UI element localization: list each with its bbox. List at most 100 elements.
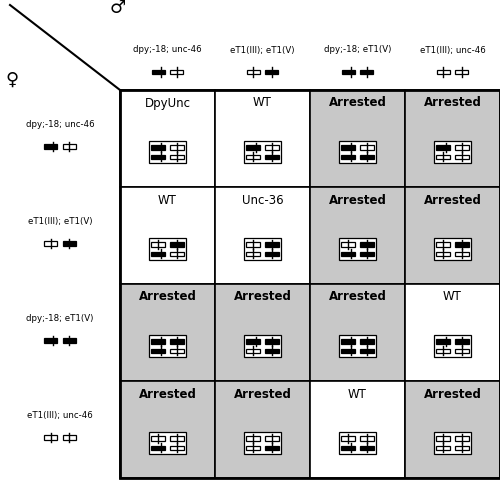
Text: WT: WT — [158, 193, 177, 206]
Bar — [63, 144, 76, 148]
Bar — [246, 145, 260, 150]
Bar — [341, 242, 354, 247]
Bar — [215, 284, 310, 381]
Bar — [456, 339, 469, 344]
Bar — [266, 349, 279, 353]
Bar — [170, 436, 184, 441]
Bar — [44, 144, 57, 148]
Bar — [310, 187, 405, 284]
Text: Arrested: Arrested — [424, 96, 482, 109]
Bar — [436, 446, 450, 450]
Bar — [170, 349, 184, 353]
Bar — [360, 436, 374, 441]
Bar — [456, 349, 469, 353]
Bar — [151, 242, 164, 247]
Bar — [149, 335, 186, 357]
Text: eT1(III); eT1(V): eT1(III); eT1(V) — [28, 217, 92, 226]
Text: Arrested: Arrested — [234, 387, 292, 400]
Bar — [436, 242, 450, 247]
Bar — [436, 349, 450, 353]
Bar — [339, 238, 376, 260]
Bar — [456, 252, 469, 256]
Text: ♂: ♂ — [110, 0, 126, 17]
Bar — [310, 381, 405, 478]
Bar — [456, 145, 469, 150]
Bar — [405, 284, 500, 381]
Bar — [120, 187, 215, 284]
Bar — [246, 252, 260, 256]
Bar — [456, 242, 469, 247]
Bar — [341, 155, 354, 159]
Text: Unc-36: Unc-36 — [242, 193, 284, 206]
Bar — [63, 435, 76, 440]
Bar — [341, 446, 354, 450]
Text: ♀: ♀ — [6, 71, 18, 89]
Bar — [436, 155, 450, 159]
Bar — [360, 70, 374, 74]
Bar — [149, 141, 186, 163]
Text: Arrested: Arrested — [328, 290, 386, 303]
Text: eT1(III); eT1(V): eT1(III); eT1(V) — [230, 46, 295, 55]
Bar — [456, 70, 468, 74]
Text: dpy;-18; eT1(V): dpy;-18; eT1(V) — [26, 314, 94, 323]
Bar — [436, 70, 450, 74]
Bar — [266, 339, 279, 344]
Bar — [151, 349, 164, 353]
Text: dpy;-18; unc-46: dpy;-18; unc-46 — [26, 120, 94, 129]
Bar — [310, 90, 405, 187]
Text: dpy;-18; eT1(V): dpy;-18; eT1(V) — [324, 46, 391, 55]
Text: DpyUnc: DpyUnc — [144, 96, 190, 109]
Bar — [436, 145, 450, 150]
Bar — [266, 145, 279, 150]
Bar — [360, 446, 374, 450]
Bar — [151, 155, 164, 159]
Bar — [341, 349, 354, 353]
Bar — [244, 335, 281, 357]
Bar — [215, 381, 310, 478]
Bar — [63, 338, 76, 343]
Bar — [434, 335, 471, 357]
Bar — [151, 339, 164, 344]
Bar — [120, 90, 500, 478]
Bar — [310, 284, 405, 381]
Text: Arrested: Arrested — [424, 193, 482, 206]
Bar — [436, 339, 450, 344]
Bar — [215, 187, 310, 284]
Bar — [360, 252, 374, 256]
Bar — [120, 90, 215, 187]
Bar — [266, 155, 279, 159]
Bar — [405, 381, 500, 478]
Bar — [151, 436, 164, 441]
Text: Arrested: Arrested — [328, 193, 386, 206]
Bar — [405, 90, 500, 187]
Bar — [44, 435, 57, 440]
Bar — [434, 141, 471, 163]
Bar — [244, 238, 281, 260]
Bar — [170, 155, 184, 159]
Bar — [266, 252, 279, 256]
Bar — [63, 241, 76, 246]
Bar — [152, 70, 164, 74]
Bar — [341, 145, 354, 150]
Bar — [170, 70, 183, 74]
Bar — [246, 446, 260, 450]
Bar — [434, 238, 471, 260]
Bar — [405, 187, 500, 284]
Text: dpy;-18; unc-46: dpy;-18; unc-46 — [133, 46, 202, 55]
Text: eT1(III); unc-46: eT1(III); unc-46 — [420, 46, 486, 55]
Text: Arrested: Arrested — [138, 290, 196, 303]
Bar — [170, 446, 184, 450]
Bar — [44, 338, 57, 343]
Bar — [436, 252, 450, 256]
Bar — [456, 436, 469, 441]
Bar — [341, 436, 354, 441]
Bar — [120, 381, 215, 478]
Bar — [266, 70, 278, 74]
Bar — [170, 252, 184, 256]
Bar — [151, 252, 164, 256]
Bar — [246, 70, 260, 74]
Bar — [456, 155, 469, 159]
Text: Arrested: Arrested — [138, 387, 196, 400]
Bar — [339, 141, 376, 163]
Bar — [341, 252, 354, 256]
